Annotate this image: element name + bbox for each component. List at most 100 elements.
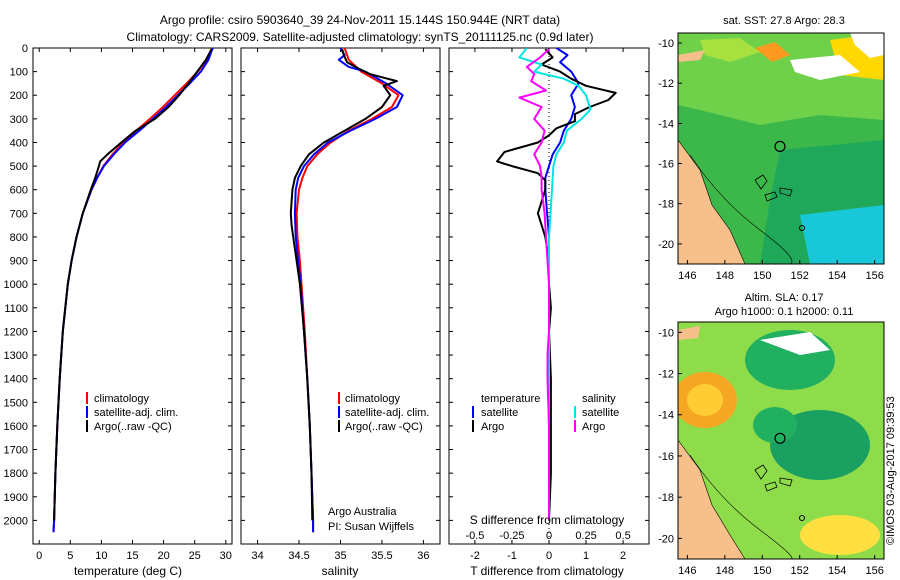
y-tick-label: 800 [10,232,28,244]
difference-xlabel2: S difference from climatology [470,513,625,527]
legend-salinity-title: salinity [582,393,616,405]
map-x-tick-label: 146 [678,270,696,282]
y-tick-label: 1800 [4,468,28,480]
s-tick-label: -0.25 [499,530,524,542]
cape-york-land-2 [678,326,700,340]
x-tick-label: 34.5 [288,550,309,562]
sst-hot-spot [755,42,790,62]
temperature-plot-frame [32,47,233,545]
y-tick-label: 1400 [4,374,28,386]
argo-secondary-marker-2 [799,515,805,521]
argo-secondary-marker [799,225,805,231]
x-tick-label: 30 [220,550,232,562]
x-tick-label: -1 [507,550,517,562]
s-tick-label: 0.25 [575,530,596,542]
map-y-tick-label: -16 [658,159,674,171]
y-tick-label: 0 [22,43,28,55]
imos-timestamp: ©IMOS 03-Aug-2017 09:39:53 [885,396,897,545]
y-tick-label: 1300 [4,350,28,362]
map-y-tick-label: -20 [658,239,674,251]
y-tick-label: 900 [10,256,28,268]
y-tick-label: 100 [10,67,28,79]
s-tick-label: 0.5 [615,530,630,542]
series-line-argo [289,48,398,521]
map-x-tick-label: 154 [828,565,846,577]
queensland-land [678,139,746,264]
sst-missing-data [850,33,884,58]
y-tick-label: 400 [10,137,28,149]
sla-map-frame [677,321,885,560]
sla-map-axes: 146 148 150 152 154 156 -10 -12 -14 -16 -18 -20 [658,327,884,577]
x-tick-label: 15 [126,550,138,562]
map-y-tick-label: -14 [658,410,674,422]
map-y-tick-label: -14 [658,118,674,130]
cape-york-land [678,50,705,62]
map-y-tick-label: -16 [658,451,674,463]
map-y-tick-label: -12 [658,78,674,90]
x-tick-label: 35.5 [371,550,392,562]
x-tick-label: 0 [546,550,552,562]
y-tick-label: 1900 [4,492,28,504]
salinity-plot-frame [240,47,441,545]
png-coastline-land-2 [760,332,830,355]
temperature-series [52,48,214,533]
legend-sal-argo: Argo [582,421,605,433]
legend-temp-satellite: satellite [481,407,518,419]
y-tick-label: 1700 [4,445,28,457]
sst-map [678,33,884,264]
sla-mid-anomaly-south [800,515,880,555]
salinity-legend: climatology satellite-adj. clim. Argo(..… [328,392,429,533]
difference-xlabel: T difference from climatology [470,564,624,578]
queensland-land-2 [678,439,746,559]
map-y-tick-label: -10 [658,38,674,50]
y-tick-label: 1100 [4,303,28,315]
sst-map-title: sat. SST: 27.8 Argo: 28.3 [723,15,845,27]
map-y-tick-label: -20 [658,533,674,545]
x-tick-label: 20 [157,550,169,562]
map-y-tick-label: -18 [658,199,674,211]
argo-australia-label: Argo Australia [328,506,397,518]
sla-map-title: Altim. SLA: 0.17 [745,292,824,304]
legend-argo: Argo(..raw -QC) [345,421,423,433]
argo-position-marker [774,140,786,152]
legend-sal-satellite: satellite [582,407,619,419]
map-x-tick-label: 156 [865,270,883,282]
legend-temp-argo: Argo [481,421,504,433]
pi-label: PI: Susan Wijffels [328,521,414,533]
legend-temperature-title: temperature [481,393,540,405]
sla-low-anomaly-center [753,407,797,443]
x-tick-label: 5 [67,550,73,562]
bathymetry-contour-2 [689,454,793,559]
sst-cold-region [800,205,884,264]
header-subtitle: Climatology: CARS2009. Satellite-adjuste… [127,30,594,44]
map-y-tick-label: -12 [658,369,674,381]
legend-satellite: satellite-adj. clim. [94,407,178,419]
sst-map-axes: 146 148 150 152 154 156 -10 -12 -14 -16 -18 -20 [658,38,884,282]
sla-map [678,322,884,559]
x-tick-label: 36 [417,550,429,562]
x-tick-label: 1 [583,550,589,562]
y-tick-label: 600 [10,185,28,197]
y-tick-label: 1000 [4,279,28,291]
series-line-salinity-argo [518,48,550,521]
map-y-tick-label: -10 [658,327,674,339]
temperature-xlabel: temperature (deg C) [74,564,182,578]
x-tick-label: 25 [189,550,201,562]
salinity-xlabel: salinity [322,564,359,578]
temperature-legend: climatology satellite-adj. clim. Argo(..… [86,392,178,433]
y-tick-label: 500 [10,161,28,173]
header-title: Argo profile: csiro 5903640_39 24-Nov-20… [160,13,560,27]
map-x-tick-label: 150 [753,270,771,282]
y-tick-label: 700 [10,208,28,220]
legend-satellite: satellite-adj. clim. [345,407,429,419]
x-tick-label: 10 [95,550,107,562]
difference-legend: temperature satellite Argo salinity sate… [472,393,619,433]
s-tick-label: -0.5 [465,530,484,542]
map-x-tick-label: 146 [678,565,696,577]
png-coastline-land [790,55,860,80]
map-x-tick-label: 152 [791,270,809,282]
map-x-tick-label: 156 [865,565,883,577]
bathymetry-contour [689,154,793,264]
map-x-tick-label: 154 [828,270,846,282]
series-line-salinity-satellite [518,48,592,521]
